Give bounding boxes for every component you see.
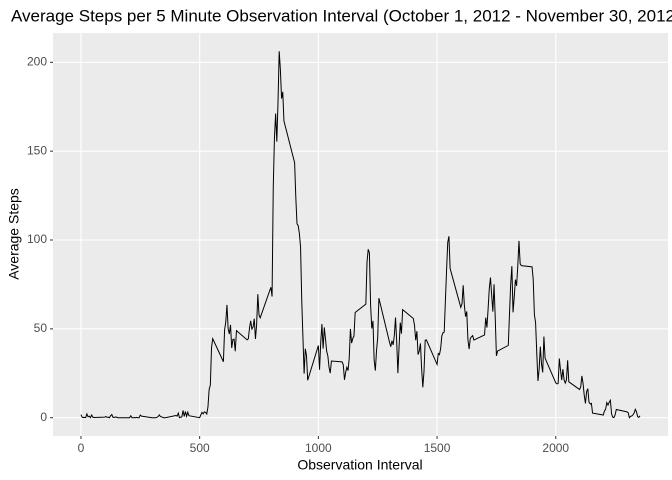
y-tick-label: 50 (34, 321, 48, 335)
chart-title: Average Steps per 5 Minute Observation I… (11, 6, 672, 25)
x-tick-label: 2000 (542, 441, 569, 455)
y-tick-label: 150 (27, 143, 47, 157)
x-tick-label: 1500 (424, 441, 451, 455)
plot-panel (53, 33, 668, 436)
x-tick-label: 500 (190, 441, 210, 455)
y-tick-label: 200 (27, 54, 47, 68)
x-tick-label: 1000 (305, 441, 332, 455)
y-tick-label: 0 (40, 410, 47, 424)
x-axis-title: Observation Interval (297, 457, 422, 473)
data-line (80, 51, 641, 419)
y-axis-title: Average Steps (6, 188, 22, 280)
y-tick-label: 100 (27, 232, 47, 246)
x-tick-label: 0 (78, 441, 85, 455)
